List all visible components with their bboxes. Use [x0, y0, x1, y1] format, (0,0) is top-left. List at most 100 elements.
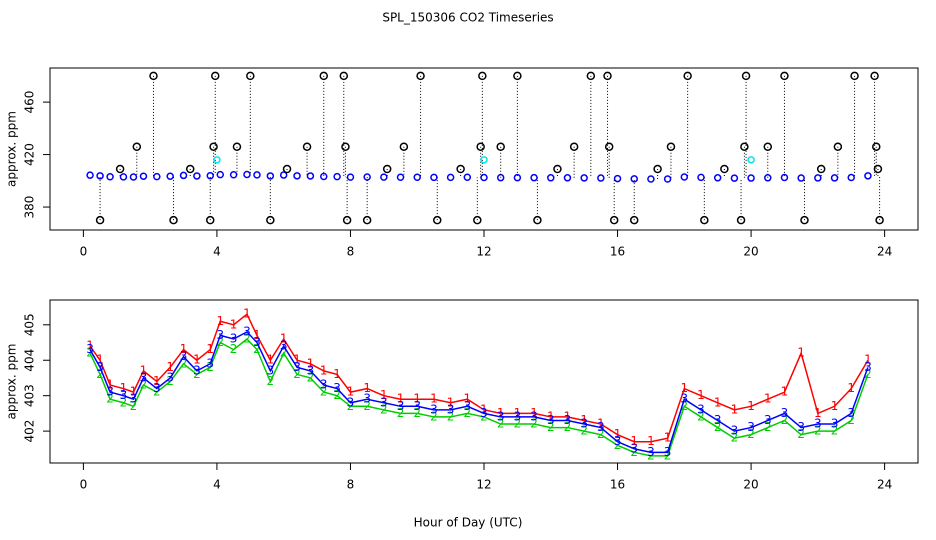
- point-marker: 3: [140, 370, 148, 384]
- point-marker: 3: [307, 363, 315, 377]
- point-marker: 2: [86, 346, 94, 360]
- point-marker: 1: [380, 388, 388, 402]
- point-marker: 1: [447, 395, 455, 409]
- point: [139, 172, 148, 180]
- point: [875, 215, 884, 225]
- point: [864, 172, 872, 180]
- point: [266, 215, 275, 225]
- point: [680, 173, 689, 181]
- point-marker: 2: [333, 388, 341, 402]
- point: [320, 172, 328, 181]
- point-marker: 1: [96, 353, 104, 367]
- point-marker: 1: [153, 374, 161, 388]
- point: [129, 173, 138, 181]
- point-marker: 1: [397, 392, 405, 406]
- point: [446, 173, 455, 182]
- x-tick-label: 0: [80, 478, 88, 492]
- point: [800, 215, 809, 225]
- series-line: [89, 312, 869, 443]
- point: [382, 164, 392, 174]
- point: [547, 174, 555, 182]
- x-axis-label: Hour of Day (UTC): [414, 516, 523, 530]
- point-marker: 1: [647, 434, 655, 448]
- y-tick-label: 420: [23, 143, 37, 166]
- point-marker: 3: [714, 413, 722, 427]
- point-marker: 2: [597, 427, 605, 441]
- point-marker: 3: [480, 406, 488, 420]
- point-marker: 3: [243, 324, 251, 338]
- point-marker: 1: [630, 434, 638, 448]
- point-marker: 1: [293, 353, 301, 367]
- point: [647, 175, 655, 183]
- point: [362, 215, 372, 225]
- point: [433, 215, 442, 225]
- point: [302, 142, 312, 151]
- point: [847, 173, 855, 182]
- point-marker: 3: [193, 363, 201, 377]
- point: [476, 142, 485, 151]
- point-marker: 1: [193, 353, 201, 367]
- point: [740, 142, 749, 151]
- point: [413, 173, 421, 182]
- x-tick-label: 16: [610, 478, 625, 492]
- point: [613, 174, 622, 183]
- point-marker: 1: [320, 363, 328, 377]
- point: [179, 171, 188, 180]
- point-marker: 1: [267, 353, 275, 367]
- point: [780, 173, 789, 182]
- point-marker: 2: [280, 346, 288, 360]
- point: [741, 71, 751, 81]
- point-marker: 2: [193, 367, 201, 381]
- point-marker: 3: [86, 342, 94, 356]
- point-marker: 2: [397, 406, 405, 420]
- point-marker: 3: [397, 399, 405, 413]
- point-marker: 1: [180, 342, 188, 356]
- point: [833, 142, 843, 151]
- point: [363, 173, 371, 181]
- point-marker: 2: [267, 374, 275, 388]
- point-marker: 2: [680, 399, 688, 413]
- point: [563, 174, 572, 182]
- point-marker: 1: [166, 360, 174, 374]
- point-marker: 3: [764, 413, 772, 427]
- point: [580, 174, 588, 182]
- point: [473, 215, 482, 225]
- point-marker: 1: [230, 317, 238, 331]
- point: [213, 156, 221, 164]
- point-marker: 1: [480, 402, 488, 416]
- point: [185, 164, 195, 174]
- y-tick-label: 405: [23, 313, 37, 336]
- point: [206, 171, 214, 180]
- point-marker: 1: [530, 406, 538, 420]
- point-marker: 2: [764, 420, 772, 434]
- point: [342, 215, 352, 225]
- point-marker: 2: [413, 406, 421, 420]
- point-marker: 2: [120, 395, 128, 409]
- point: [873, 164, 883, 174]
- point: [282, 164, 292, 174]
- point-marker: 2: [564, 420, 572, 434]
- x-tick-label: 12: [476, 478, 491, 492]
- point-marker: 3: [380, 395, 388, 409]
- point: [533, 215, 542, 225]
- point-marker: 2: [530, 417, 538, 431]
- point-marker: 1: [864, 353, 872, 367]
- point-marker: 1: [814, 406, 822, 420]
- series-line: [89, 337, 869, 457]
- point: [629, 215, 639, 225]
- point-marker: 2: [166, 374, 174, 388]
- point: [341, 142, 350, 151]
- point: [747, 174, 755, 182]
- point-marker: 3: [564, 413, 572, 427]
- point-marker: 1: [216, 314, 224, 328]
- point: [663, 175, 672, 183]
- x-tick-label: 24: [877, 245, 892, 259]
- point-marker: 1: [797, 346, 805, 360]
- point-marker: 2: [447, 409, 455, 423]
- point-marker: 1: [463, 392, 471, 406]
- point-marker: 1: [547, 409, 555, 423]
- point-marker: 1: [206, 342, 214, 356]
- x-tick-label: 4: [213, 478, 221, 492]
- point-marker: 3: [831, 417, 839, 431]
- point: [713, 174, 722, 182]
